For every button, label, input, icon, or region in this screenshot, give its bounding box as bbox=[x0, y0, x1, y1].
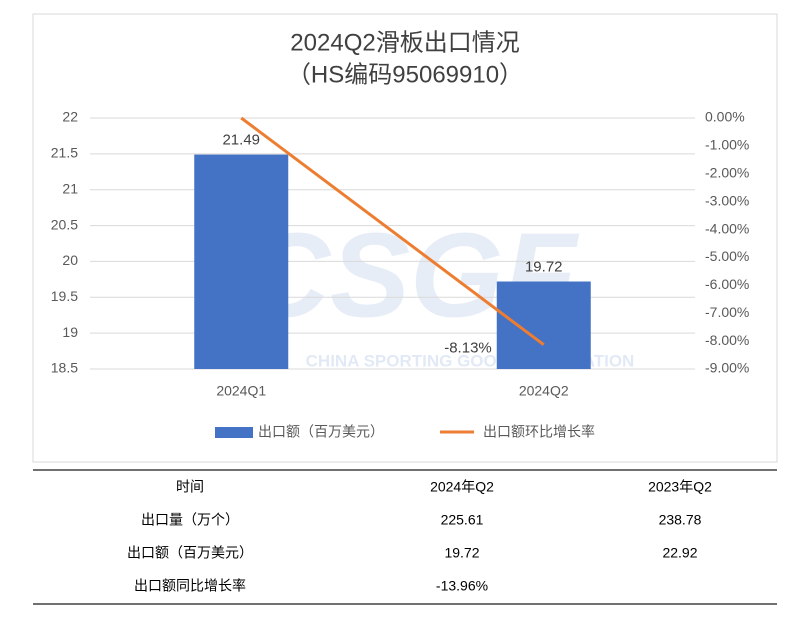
table-cell: 22.92 bbox=[662, 545, 697, 561]
y2-tick-label: 0.00% bbox=[705, 109, 745, 125]
table-cell: -13.96% bbox=[436, 578, 488, 594]
table-header-cell: 2023年Q2 bbox=[648, 479, 712, 495]
chart-frame bbox=[32, 13, 778, 463]
y-tick-label: 20.5 bbox=[51, 216, 78, 232]
y2-tick-label: -5.00% bbox=[705, 248, 749, 264]
y2-tick-label: -6.00% bbox=[705, 276, 749, 292]
table-cell: 225.61 bbox=[441, 512, 484, 528]
y-tick-label: 18.5 bbox=[51, 360, 78, 376]
y-tick-label: 21 bbox=[62, 180, 78, 196]
line-value-label: -8.13% bbox=[444, 340, 492, 357]
x-tick-label: 2024Q1 bbox=[216, 383, 266, 399]
y2-tick-label: -9.00% bbox=[705, 360, 749, 376]
bar bbox=[194, 154, 289, 369]
y2-tick-label: -8.00% bbox=[705, 332, 749, 348]
y-tick-label: 19.5 bbox=[51, 288, 78, 304]
y2-tick-label: -3.00% bbox=[705, 192, 749, 208]
table-cell: 238.78 bbox=[659, 512, 702, 528]
legend-label: 出口额（百万美元） bbox=[258, 424, 384, 440]
y2-tick-label: -7.00% bbox=[705, 304, 749, 320]
y2-tick-label: -2.00% bbox=[705, 164, 749, 180]
x-tick-label: 2024Q2 bbox=[519, 383, 569, 399]
table-cell: 出口额同比增长率 bbox=[134, 578, 246, 594]
legend-swatch bbox=[215, 427, 253, 438]
y-tick-label: 19 bbox=[62, 324, 78, 340]
line bbox=[240, 116, 545, 346]
table-header-cell: 2024年Q2 bbox=[430, 479, 494, 495]
chart-subtitle: （HS编码95069910） bbox=[287, 61, 523, 88]
chart-title: 2024Q2滑板出口情况 bbox=[290, 29, 519, 56]
y2-tick-label: -1.00% bbox=[705, 137, 749, 153]
legend-label: 出口额环比增长率 bbox=[483, 424, 595, 440]
table-cell: 出口量（万个） bbox=[141, 512, 239, 528]
table-cell: 出口额（百万美元） bbox=[127, 545, 253, 561]
bar-value-label: 19.72 bbox=[525, 258, 563, 275]
y2-tick-label: -4.00% bbox=[705, 220, 749, 236]
table-header-cell: 时间 bbox=[176, 479, 204, 495]
y-tick-label: 20 bbox=[62, 252, 78, 268]
y-tick-label: 22 bbox=[62, 109, 78, 125]
bar-value-label: 21.49 bbox=[222, 132, 260, 149]
bar bbox=[496, 281, 591, 369]
y-tick-label: 21.5 bbox=[51, 145, 78, 161]
table-cell: 19.72 bbox=[444, 545, 479, 561]
